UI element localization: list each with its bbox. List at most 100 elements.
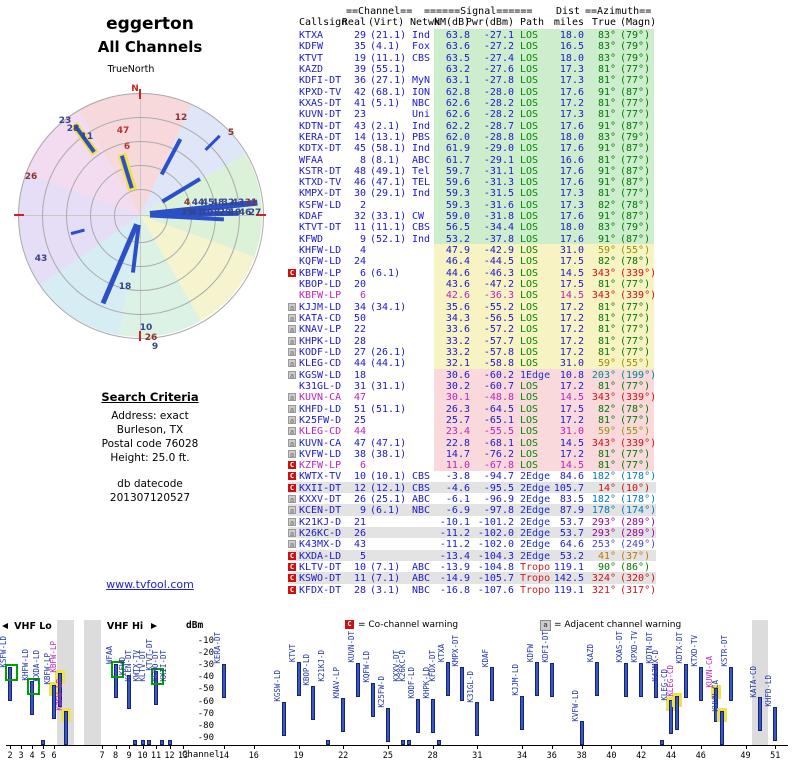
cell-real: 27: [353, 346, 366, 358]
dbm-scale-label: -40: [197, 672, 214, 683]
row-band: [434, 312, 654, 324]
row-band: [434, 334, 654, 347]
station-label: KTXD-TV: [689, 635, 699, 667]
cell-miles: 17.2: [559, 301, 584, 313]
search-postal: Postal code 76028: [101, 438, 199, 450]
cell-callsign: KJJM-LD: [299, 301, 342, 313]
cell-magn: (289°): [620, 516, 657, 528]
row-band: [434, 459, 654, 471]
cell-callsign: KXII-DT: [299, 482, 342, 494]
cell-true: 91°: [597, 177, 616, 189]
cell-miles: 31.0: [559, 245, 584, 257]
co-channel-flag: C: [288, 268, 296, 277]
cell-virt: (7.1): [370, 562, 401, 574]
cell-pwr: -102.0: [477, 539, 514, 551]
cell-pwr: -57.8: [483, 346, 514, 358]
station-bar: [58, 672, 62, 707]
tvfool-link[interactable]: www.tvfool.com: [106, 578, 194, 591]
cell-virt: (11.1): [370, 222, 407, 234]
cell-pwr: -42.9: [483, 245, 514, 257]
cell-magn: (339°): [620, 392, 657, 404]
cell-virt: (2.1): [370, 120, 401, 132]
cell-nm: 53.2: [445, 233, 470, 245]
cell-magn: (87°): [620, 120, 651, 132]
station-bar: [549, 662, 554, 697]
cell-real: 6: [359, 290, 366, 302]
channel-tick-label: 6: [51, 751, 57, 761]
azimuth-radar-plot: N 12 5 23 28 11 47 6 26 43 18 10 26 9 4 44 45 48 32 43 31 39 4…: [10, 80, 270, 352]
cell-true: 343°: [591, 267, 616, 279]
adjacent-channel-flag: a: [288, 506, 296, 516]
channel-tick-label: 4: [29, 751, 35, 761]
cell-real: 6: [359, 460, 366, 472]
cell-path: LOS: [520, 392, 539, 404]
cell-pwr: -34.4: [483, 222, 514, 234]
cell-miles: 17.3: [559, 199, 584, 211]
cell-real: 18: [353, 369, 366, 381]
station-label: KUVN-CA: [710, 679, 720, 712]
cell-real: 24: [353, 256, 366, 268]
cell-true: 293°: [591, 516, 616, 528]
axis-tick: [745, 745, 747, 749]
cell-nm: 61.9: [445, 143, 470, 155]
channel-axis-label: Channel: [182, 750, 220, 760]
cell-miles: 17.6: [559, 165, 584, 177]
co-channel-flag: C: [288, 585, 296, 594]
cell-nm: 59.6: [445, 177, 470, 189]
station-bar: [356, 663, 361, 698]
cell-nm: 30.2: [445, 380, 470, 392]
cell-true: 14°: [597, 482, 616, 494]
axis-tick: [477, 745, 479, 749]
cell-magn: (77°): [620, 301, 651, 313]
cell-real: 26: [353, 494, 366, 506]
datecode-value: 201307120527: [109, 492, 191, 504]
cell-pwr: -31.5: [483, 188, 514, 200]
cell-callsign: KAZD: [299, 63, 324, 75]
header-path: Path: [520, 17, 545, 28]
cell-true: 91°: [597, 211, 616, 223]
cell-path: 2Edge: [520, 505, 551, 517]
co-channel-flag: C: [288, 574, 296, 583]
station-label: KERA-DT: [213, 632, 222, 664]
cell-real: 50: [353, 313, 366, 324]
cell-miles: 18.0: [559, 131, 584, 143]
co-channel-warning-icon: C: [345, 620, 354, 629]
cell-real: 48: [353, 165, 366, 177]
cell-virt: (31.1): [370, 380, 407, 392]
cell-callsign: KUVN-DT: [299, 109, 342, 121]
cell-miles: 53.7: [559, 528, 584, 540]
row-band: [434, 74, 654, 86]
cell-path: LOS: [520, 380, 539, 392]
cell-true: 83°: [597, 52, 616, 64]
axis-tick: [641, 745, 643, 749]
station-bar: [400, 740, 405, 745]
cell-path: LOS: [520, 97, 539, 109]
report-title: eggerton: [106, 14, 194, 34]
station-mark-box: [151, 667, 164, 685]
cell-magn: (77°): [620, 75, 651, 87]
station-bar: [594, 662, 599, 697]
axis-tick: [54, 745, 55, 749]
cell-callsign: KATA-CD: [299, 313, 342, 324]
cell-callsign: KHFD-LD: [299, 403, 342, 415]
cell-netwk: ABC: [412, 573, 431, 585]
cell-pwr: -48.8: [483, 392, 514, 404]
station-bar: [8, 667, 12, 702]
cell-true: 81°: [597, 279, 616, 291]
channel-tick-label: 31: [472, 751, 483, 761]
cell-magn: (199°): [620, 369, 657, 381]
station-bar: [133, 740, 137, 745]
cell-miles: 53.2: [559, 550, 584, 562]
row-band: [434, 402, 654, 414]
cell-real: 4: [359, 245, 366, 257]
cell-virt: (8.1): [370, 154, 401, 166]
cell-callsign: KGSW-LD: [299, 369, 342, 381]
search-address: Address: exact: [111, 410, 189, 422]
axis-tick: [43, 745, 44, 749]
cell-real: 29: [353, 30, 366, 41]
cell-pwr: -58.8: [483, 358, 514, 370]
cell-path: LOS: [520, 75, 539, 87]
cell-netwk: ABC: [412, 494, 431, 506]
row-shade: [288, 481, 656, 494]
cell-netwk: CBS: [412, 52, 431, 64]
